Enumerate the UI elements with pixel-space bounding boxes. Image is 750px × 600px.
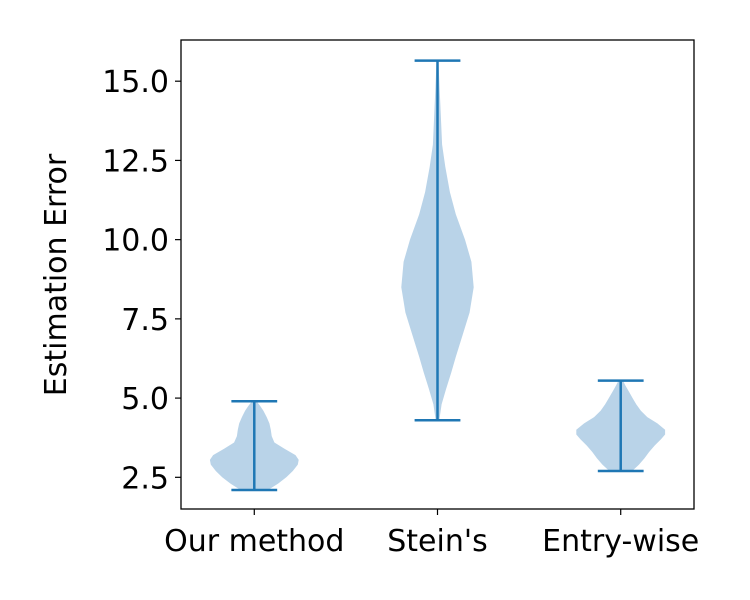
- x-axis: Our method Stein's Entry-wise: [164, 509, 699, 559]
- violin-stat-lines: [231, 59, 644, 492]
- y-tick-label: 10.0: [102, 224, 169, 259]
- y-axis-label: Estimation Error: [39, 153, 74, 396]
- x-tick-label: Entry-wise: [542, 524, 699, 559]
- y-axis: 2.5 5.0 7.5 10.0 12.5 15.0: [102, 65, 181, 496]
- y-tick-label: 2.5: [121, 461, 169, 496]
- y-tick-label: 5.0: [121, 382, 169, 417]
- x-tick-label: Our method: [164, 524, 344, 559]
- y-tick-label: 12.5: [102, 144, 169, 179]
- x-tick-label: Stein's: [387, 524, 488, 559]
- y-tick-label: 15.0: [102, 65, 169, 100]
- y-tick-label: 7.5: [121, 303, 169, 338]
